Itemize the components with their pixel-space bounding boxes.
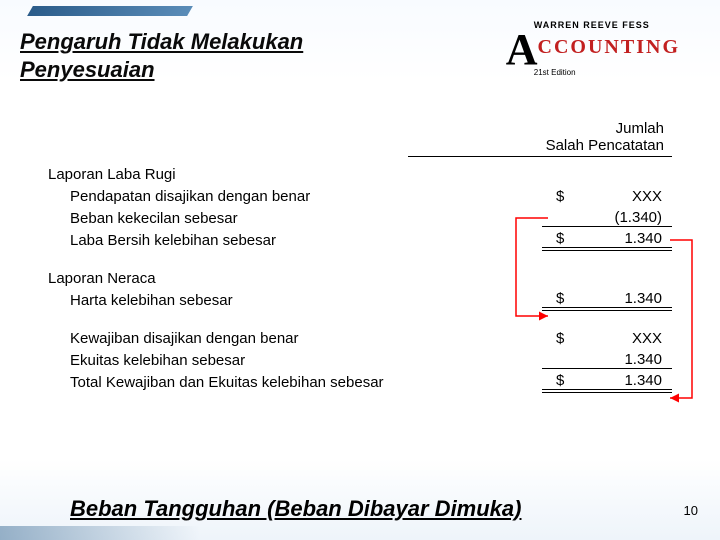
s1-row1-val: (1.340): [570, 209, 662, 226]
s1-row1-cur: [556, 209, 570, 226]
slide-title: Pengaruh Tidak Melakukan Penyesuaian: [20, 28, 303, 83]
s3-row2-label: Total Kewajiban dan Ekuitas kelebihan se…: [48, 374, 542, 391]
s1-row0-cur: $: [556, 188, 570, 205]
logo-authors: WARREN REEVE FESS: [534, 20, 680, 30]
title-line2: Penyesuaian: [20, 57, 155, 82]
decorative-bottom-bar: [0, 526, 200, 540]
s1-row2-label: Laba Bersih kelebihan sebesar: [48, 232, 542, 249]
book-logo: WARREN REEVE FESS A CCOUNTING 21st Editi…: [506, 20, 680, 77]
logo-word: CCOUNTING: [538, 36, 680, 59]
logo-letter-a: A: [506, 30, 538, 70]
s1-row1-label: Beban kekecilan sebesar: [48, 210, 542, 227]
section2-heading: Laporan Neraca: [48, 270, 672, 287]
s1-row2-cur: $: [556, 230, 570, 247]
content-area: Jumlah Salah Pencatatan Laporan Laba Rug…: [48, 120, 672, 393]
s3-row1-val: 1.340: [570, 351, 662, 368]
amount-column-header: Jumlah Salah Pencatatan: [408, 120, 672, 157]
s1-row2-val: 1.340: [570, 230, 662, 247]
s3-row1-cur: [556, 351, 570, 368]
page-number: 10: [684, 503, 698, 518]
logo-edition: 21st Edition: [534, 68, 680, 77]
s1-row0-val: XXX: [570, 188, 662, 205]
s3-row0-label: Kewajiban disajikan dengan benar: [48, 330, 542, 347]
s2-row0-cur: $: [556, 290, 570, 307]
header-line2: Salah Pencatatan: [546, 137, 664, 154]
title-line1: Pengaruh Tidak Melakukan: [20, 29, 303, 54]
s3-row2-cur: $: [556, 372, 570, 389]
s3-row1-label: Ekuitas kelebihan sebesar: [48, 352, 542, 369]
section1-heading: Laporan Laba Rugi: [48, 166, 672, 183]
s1-row0-label: Pendapatan disajikan dengan benar: [48, 188, 542, 205]
s2-row0-label: Harta kelebihan sebesar: [48, 292, 542, 309]
s2-row0-val: 1.340: [570, 290, 662, 307]
s3-row0-cur: $: [556, 330, 570, 347]
footer-title: Beban Tangguhan (Beban Dibayar Dimuka): [70, 496, 521, 522]
decorative-top-bar: [27, 6, 193, 16]
s3-row0-val: XXX: [570, 330, 662, 347]
header-line1: Jumlah: [616, 120, 664, 137]
s3-row2-val: 1.340: [570, 372, 662, 389]
